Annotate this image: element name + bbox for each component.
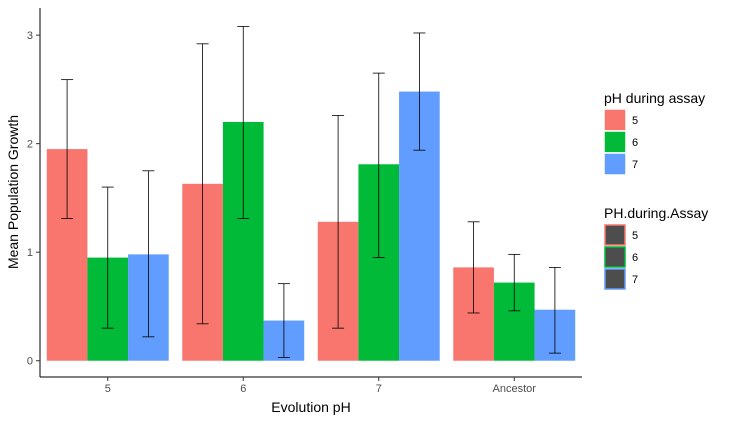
- y-tick-label: 0: [27, 356, 33, 368]
- error-bar-7-ph6: [372, 72, 385, 259]
- legend-label: 5: [632, 230, 638, 242]
- error-bar-Ancestor-ph6: [508, 253, 521, 312]
- legend-2: PH.during.Assay 5 6 7: [604, 205, 708, 290]
- y-tick-label: 2: [27, 139, 33, 151]
- y-ticks: 0 1 2 3: [27, 30, 40, 368]
- legend: pH during assay 5 6 7 PH.during.Assay 5 6 7: [603, 90, 708, 290]
- error-bar-6-ph7: [277, 283, 290, 358]
- legend-key-ph6: [604, 246, 626, 268]
- y-tick-label: 1: [27, 247, 33, 259]
- legend-key-ph6: [603, 130, 627, 154]
- legend-key-ph5: [604, 224, 626, 246]
- errorbars-layer: [61, 26, 561, 358]
- x-tick-label: 5: [105, 383, 111, 395]
- legend-title: pH during assay: [604, 90, 705, 106]
- error-bar-7-ph7: [413, 32, 426, 151]
- legend-title: PH.during.Assay: [604, 205, 708, 221]
- x-tick-label: 7: [376, 383, 382, 395]
- legend-1: pH during assay 5 6 7: [603, 90, 705, 176]
- error-bar-5-ph5: [61, 79, 74, 219]
- error-bar-5-ph7: [142, 170, 155, 338]
- y-tick-label: 3: [27, 30, 33, 42]
- legend-label: 7: [632, 159, 638, 171]
- y-axis-title: Mean Population Growth: [5, 115, 21, 269]
- x-ticks: 5 6 7 Ancestor: [105, 377, 537, 395]
- legend-key-ph5: [603, 108, 627, 132]
- error-bar-7-ph5: [332, 115, 345, 329]
- x-axis-title: Evolution pH: [271, 399, 350, 415]
- legend-label: 5: [632, 115, 638, 127]
- error-bar-6-ph5: [196, 43, 209, 325]
- error-bar-Ancestor-ph5: [467, 221, 480, 314]
- legend-label: 7: [632, 274, 638, 286]
- error-bar-6-ph6: [237, 26, 250, 219]
- error-bar-5-ph6: [101, 186, 114, 329]
- legend-label: 6: [632, 252, 638, 264]
- x-tick-label: 6: [240, 383, 246, 395]
- error-bar-Ancestor-ph7: [548, 266, 561, 354]
- legend-key-ph7: [604, 268, 626, 290]
- legend-label: 6: [632, 137, 638, 149]
- bars-layer: [46, 91, 576, 361]
- legend-key-ph7: [603, 152, 627, 176]
- x-tick-label: Ancestor: [493, 383, 537, 395]
